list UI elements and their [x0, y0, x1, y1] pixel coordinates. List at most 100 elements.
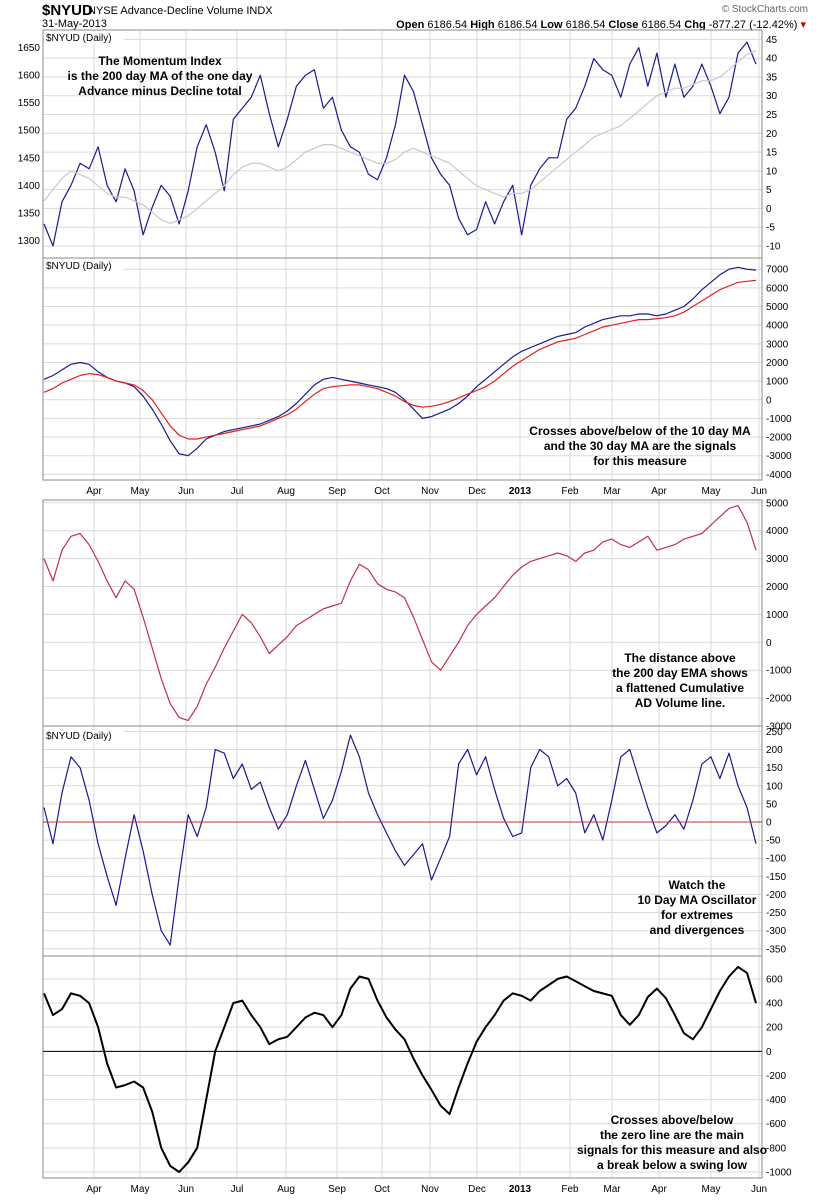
panel-label: $NYUD (Daily)	[46, 261, 112, 272]
left-tick-label: 1300	[18, 236, 41, 247]
right-tick-label: -1000	[766, 414, 792, 425]
x-tick-label: Sep	[328, 1184, 346, 1195]
annotation-line: and divergences	[650, 923, 745, 937]
symbol-description: NYSE Advance-Decline Volume INDX	[88, 5, 273, 17]
annotation-line: signals for this measure and also	[577, 1143, 767, 1157]
right-tick-label: 100	[766, 781, 783, 792]
right-tick-label: 1000	[766, 610, 789, 621]
right-tick-label: -400	[766, 1095, 786, 1106]
high-label: High	[470, 19, 495, 31]
right-tick-label: 5	[766, 185, 772, 196]
x-tick-label: Jul	[231, 486, 244, 497]
right-tick-label: 0	[766, 395, 772, 406]
right-tick-label: -1000	[766, 666, 792, 677]
right-tick-label: 600	[766, 974, 783, 985]
right-tick-label: 5000	[766, 302, 789, 313]
annotation-line: the zero line are the main	[600, 1128, 744, 1142]
left-tick-label: 1500	[18, 126, 41, 137]
series-line-2	[43, 50, 757, 224]
annotation-line: Watch the	[669, 878, 726, 892]
series-line-1	[43, 965, 757, 1173]
right-tick-label: -600	[766, 1119, 786, 1130]
x-tick-label: Apr	[651, 486, 667, 497]
x-tick-label: Jun	[751, 486, 767, 497]
x-tick-label: Feb	[561, 486, 579, 497]
left-tick-label: 1350	[18, 208, 41, 219]
x-tick-label: May	[702, 1184, 721, 1195]
right-tick-label: 200	[766, 745, 783, 756]
panel-2	[42, 257, 763, 481]
annotation-line: the 200 day EMA shows	[612, 666, 748, 680]
panel-label: $NYUD (Daily)	[46, 33, 112, 44]
series-line-1	[43, 734, 757, 946]
symbol: $NYUD	[42, 2, 93, 19]
annotation-line: The Momentum Index	[98, 54, 222, 68]
series-line-2	[43, 279, 757, 440]
brand-logo: © StockCharts.com	[721, 4, 808, 15]
right-tick-label: 1000	[766, 377, 789, 388]
x-tick-label: Apr	[86, 1184, 102, 1195]
annotation-line: 10 Day MA Oscillator	[638, 893, 757, 907]
x-tick-label: Dec	[468, 486, 486, 497]
annotation-line: and the 30 day MA are the signals	[544, 439, 737, 453]
ohlc-readout: Open 6186.54 High 6186.54 Low 6186.54 Cl…	[396, 18, 806, 31]
right-tick-label: -350	[766, 944, 786, 955]
right-tick-label: -1000	[766, 1167, 792, 1178]
left-tick-label: 1600	[18, 71, 41, 82]
right-tick-label: 20	[766, 129, 778, 140]
series-line-1	[43, 41, 757, 247]
right-tick-label: 10	[766, 166, 778, 177]
right-tick-label: 3000	[766, 339, 789, 350]
x-tick-label: Feb	[561, 1184, 579, 1195]
right-tick-label: 200	[766, 1023, 783, 1034]
left-tick-label: 1450	[18, 153, 41, 164]
x-tick-label: May	[131, 1184, 150, 1195]
right-tick-label: 4000	[766, 526, 789, 537]
x-tick-label: Sep	[328, 486, 346, 497]
open-value: 6186.54	[427, 19, 468, 31]
annotation-line: AD Volume line.	[635, 696, 725, 710]
panel-5	[42, 955, 763, 1179]
panel-label-bg	[44, 32, 124, 43]
x-tick-label: Jul	[231, 1184, 244, 1195]
right-tick-label: 0	[766, 638, 772, 649]
right-tick-label: -800	[766, 1143, 786, 1154]
right-tick-label: 0	[766, 204, 772, 215]
panel-4	[42, 725, 763, 957]
right-tick-label: 2000	[766, 582, 789, 593]
right-tick-label: -200	[766, 1071, 786, 1082]
x-tick-label: Nov	[421, 1184, 439, 1195]
open-label: Open	[396, 19, 425, 31]
right-tick-label: 50	[766, 799, 778, 810]
chart-date: 31-May-2013	[42, 18, 107, 30]
x-tick-label: 2013	[509, 1184, 532, 1195]
right-tick-label: 35	[766, 72, 778, 83]
series-line-1	[43, 266, 757, 457]
x-tick-label: 2013	[509, 486, 532, 497]
x-tick-label: Apr	[86, 486, 102, 497]
x-tick-label: Mar	[603, 1184, 621, 1195]
x-tick-label: Aug	[277, 486, 295, 497]
x-tick-label: Jun	[178, 486, 194, 497]
annotation-line: Crosses above/below	[611, 1113, 734, 1127]
panel-label-bg	[44, 260, 124, 271]
right-tick-label: -150	[766, 872, 786, 883]
chg-value: -877.27 (-12.42%)	[708, 19, 798, 31]
right-tick-label: 30	[766, 91, 778, 102]
left-tick-label: 1400	[18, 181, 41, 192]
x-tick-label: Aug	[277, 1184, 295, 1195]
chg-down-icon: ▾	[800, 19, 806, 31]
annotation-line: Advance minus Decline total	[78, 84, 241, 98]
x-tick-label: Oct	[374, 1184, 390, 1195]
right-tick-label: 250	[766, 727, 783, 738]
panel-frame	[42, 257, 763, 481]
right-tick-label: -2000	[766, 433, 792, 444]
high-value: 6186.54	[497, 19, 538, 31]
x-tick-label: May	[702, 486, 721, 497]
right-tick-label: -5	[766, 223, 775, 234]
right-tick-label: -10	[766, 241, 781, 252]
panel-frame	[42, 725, 763, 957]
right-tick-label: -2000	[766, 694, 792, 705]
right-tick-label: -3000	[766, 451, 792, 462]
annotation-line: The distance above	[624, 651, 736, 665]
